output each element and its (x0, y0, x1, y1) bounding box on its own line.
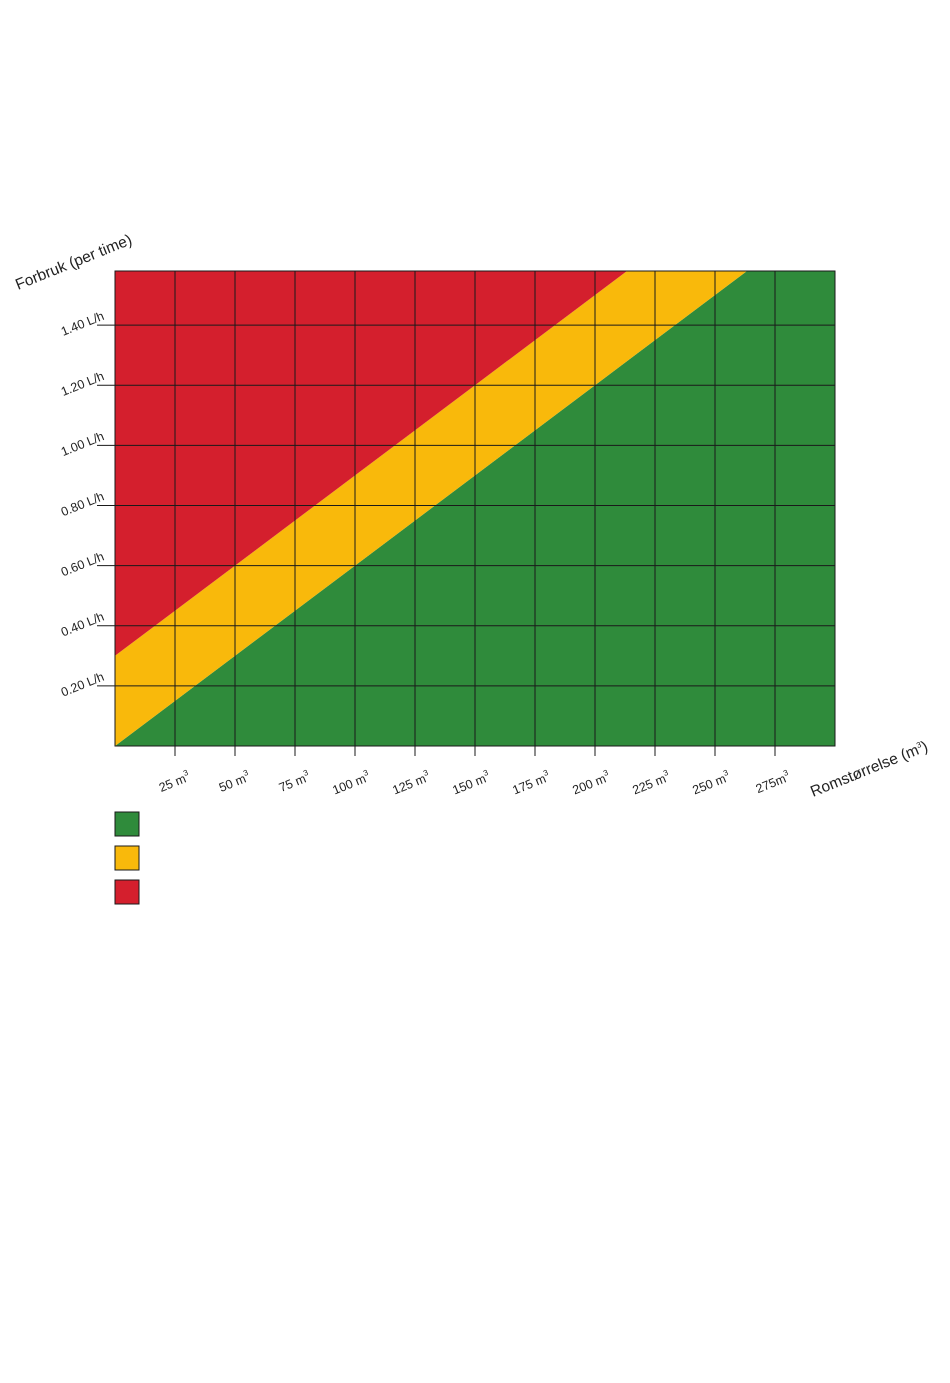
x-axis-title-sup: 3 (915, 740, 923, 750)
chart-grid (97, 270, 836, 756)
x-axis: 25 m3 50 m3 75 m3 100 m3 125 m3 150 m3 175 m3 2… (156, 768, 793, 798)
x-tick-label: 100 m3 (330, 768, 373, 798)
x-axis-title-close: ) (919, 738, 930, 756)
x-tick-label: 225 m3 (630, 768, 673, 798)
y-tick-label: 1.00 L/h (59, 429, 106, 459)
x-tick-label: 75 m3 (276, 768, 312, 795)
y-tick-label: 0.60 L/h (59, 549, 106, 579)
legend-item (114, 879, 140, 905)
x-tick-label: 175 m3 (510, 768, 553, 798)
legend-item (114, 811, 140, 837)
zone-red (115, 271, 627, 656)
plot-frame (114, 270, 836, 747)
legend-swatch (114, 845, 140, 871)
legend-swatch (114, 879, 140, 905)
x-tick-label: 50 m3 (216, 768, 252, 795)
y-axis: 0.20 L/h 0.40 L/h 0.60 L/h 0.80 L/h 1.00 L/h… (59, 309, 106, 700)
x-tick-label: 25 m3 (156, 768, 192, 795)
legend-item (114, 845, 140, 871)
x-tick-label: 275m3 (753, 768, 793, 796)
y-tick-label: 0.40 L/h (59, 610, 106, 640)
x-axis-title: Romstørrelse (m3) (808, 738, 930, 801)
y-tick-label: 1.40 L/h (59, 309, 106, 339)
y-tick-label: 1.20 L/h (59, 369, 106, 399)
x-tick-label: 250 m3 (690, 768, 733, 798)
x-tick-label: 200 m3 (570, 768, 613, 798)
x-tick-label: 150 m3 (450, 768, 493, 798)
legend (114, 811, 140, 905)
x-tick-label: 125 m3 (390, 768, 433, 798)
legend-swatch (114, 811, 140, 837)
zone-yellow (115, 271, 747, 746)
x-axis-title-text: Romstørrelse (m (808, 742, 921, 801)
y-tick-label: 0.20 L/h (59, 670, 106, 700)
y-tick-label: 0.80 L/h (59, 489, 106, 519)
